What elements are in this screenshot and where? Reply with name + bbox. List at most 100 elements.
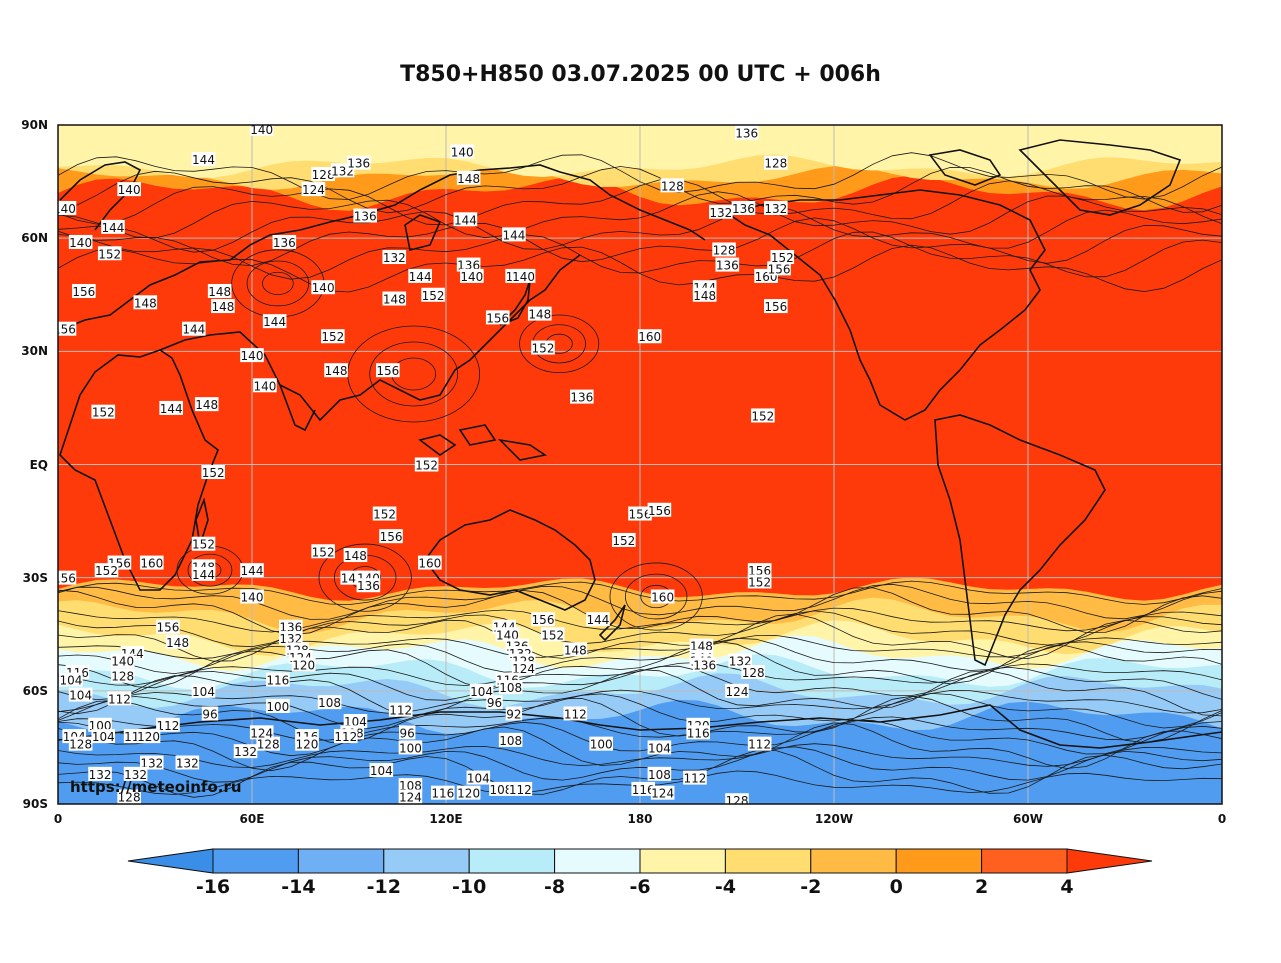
contour-label-bg [311, 167, 335, 182]
contour-line [58, 746, 1222, 783]
contour-label-text: 112 [684, 772, 707, 786]
contour-label-bg [266, 672, 290, 687]
contour-label-text: 160 [638, 330, 661, 344]
contour-label-bg [747, 736, 772, 751]
contour-label-bg [123, 766, 148, 781]
contour-line [58, 607, 1222, 633]
contour-label-text: 100 [399, 741, 422, 755]
contour-line [58, 634, 1222, 660]
contour-label: 160 [139, 555, 164, 571]
contour-label-bg [631, 781, 656, 796]
contour-labels: 1401441401401441401521561481561481481441… [53, 125, 795, 804]
contour-line [58, 583, 1222, 620]
contour-label-bg [369, 763, 394, 778]
contour-label-text: 148 [344, 549, 367, 563]
contour-label: 144 [101, 219, 125, 235]
contour-label-bg [346, 155, 371, 170]
contour-label-text: 132 [234, 745, 257, 759]
contour-label-bg [249, 725, 274, 740]
contour-line [58, 637, 1222, 675]
contour-label-bg [531, 340, 555, 355]
contour-label: 152 [751, 408, 775, 423]
contour-label-text: 120 [296, 738, 319, 752]
contour-label-text: 112 [509, 783, 532, 797]
contour-label-text: 116 [266, 674, 289, 688]
contour-label: 112 [107, 691, 132, 706]
lat-label-90s: 90S [22, 797, 48, 811]
contour-label: 112 [388, 702, 413, 718]
contour-label: 156 [531, 612, 555, 627]
contour-label: 104 [59, 672, 83, 688]
lon-label-180: 180 [627, 812, 653, 826]
contour-label-bg [498, 732, 523, 747]
contour-label-bg [399, 725, 416, 740]
colorbar-tick-label: -14 [281, 876, 316, 898]
contour-label: 148 [194, 397, 219, 412]
contour-label-bg [527, 306, 552, 321]
contour-label-bg [58, 321, 77, 336]
contour-line [58, 689, 1222, 714]
contour-label-bg [508, 781, 533, 796]
contour-label: 112 [156, 717, 180, 733]
contour-label: 156 [53, 321, 77, 337]
contour-label-text: 124 [399, 790, 422, 804]
contour-label-bg [628, 506, 652, 521]
contour-label-bg [159, 400, 183, 415]
contour-label-bg [233, 744, 258, 759]
contour-label-bg [272, 234, 297, 249]
contour-label: 128 [68, 736, 93, 752]
contour-label-bg [460, 268, 484, 283]
contour-line [624, 573, 688, 620]
colorbar-tick-label: 0 [889, 876, 903, 898]
contour-label: 152 [321, 329, 345, 344]
contour-label-text: 140 [253, 379, 276, 393]
contour-label: 140 [117, 182, 141, 197]
contour-label-bg [398, 740, 423, 755]
contour-label-text: 152 [748, 575, 771, 589]
colorbar-segment [554, 848, 641, 874]
contour-line [58, 610, 1222, 648]
contour-label-bg [469, 683, 494, 698]
contour-label-text: 148 [528, 308, 551, 322]
contour-label-text: 156 [53, 323, 76, 337]
contour-label-text: 152 [771, 251, 794, 265]
contour-label: 144 [408, 268, 432, 284]
contour-line [58, 587, 1222, 636]
lat-label-eq: EQ [29, 458, 48, 472]
contour-label-text: 148 [134, 296, 157, 310]
contour-label: 100 [589, 736, 613, 752]
contour-label: 148 [343, 548, 368, 563]
contour-label-bg [489, 781, 513, 796]
contour-label-text: 156 [376, 364, 399, 378]
contour-label-bg [356, 578, 381, 593]
contour-label-bg [398, 789, 423, 804]
contour-label-bg [692, 287, 717, 302]
contour-line [58, 191, 1222, 239]
contour-label-bg [388, 702, 413, 717]
contour-label-bg [139, 755, 164, 770]
contour-label-text: 92 [506, 707, 521, 721]
contour-label-text: 112 [389, 704, 412, 718]
lat-label-90n: 90N [21, 118, 48, 132]
contour-label: 152 [770, 250, 795, 265]
contour-label: 144 [182, 321, 206, 337]
contour-label: 104 [91, 729, 116, 744]
contour-label: 156 [156, 619, 180, 635]
source-url: https://meteoinfo.ru [70, 778, 242, 796]
contour-line [58, 722, 1222, 772]
contour-label-bg [343, 548, 368, 563]
contour-label-bg [311, 280, 335, 295]
contour-label-bg [734, 125, 759, 140]
colorbar-segment [724, 848, 812, 874]
contour-label-text: 96 [202, 707, 217, 721]
contour-label-bg [117, 182, 141, 197]
contour-label: 144 [191, 566, 216, 582]
lat-label-30s: 30S [22, 571, 48, 585]
contour-label-bg [741, 664, 765, 679]
contour-label-bg [498, 680, 523, 695]
contour-label-text: 156 [72, 285, 95, 299]
contour-label-bg [430, 785, 455, 800]
contour-label: 140 [450, 144, 474, 159]
geopotential-contours [58, 152, 1222, 798]
contour-label: 128 [117, 789, 141, 804]
